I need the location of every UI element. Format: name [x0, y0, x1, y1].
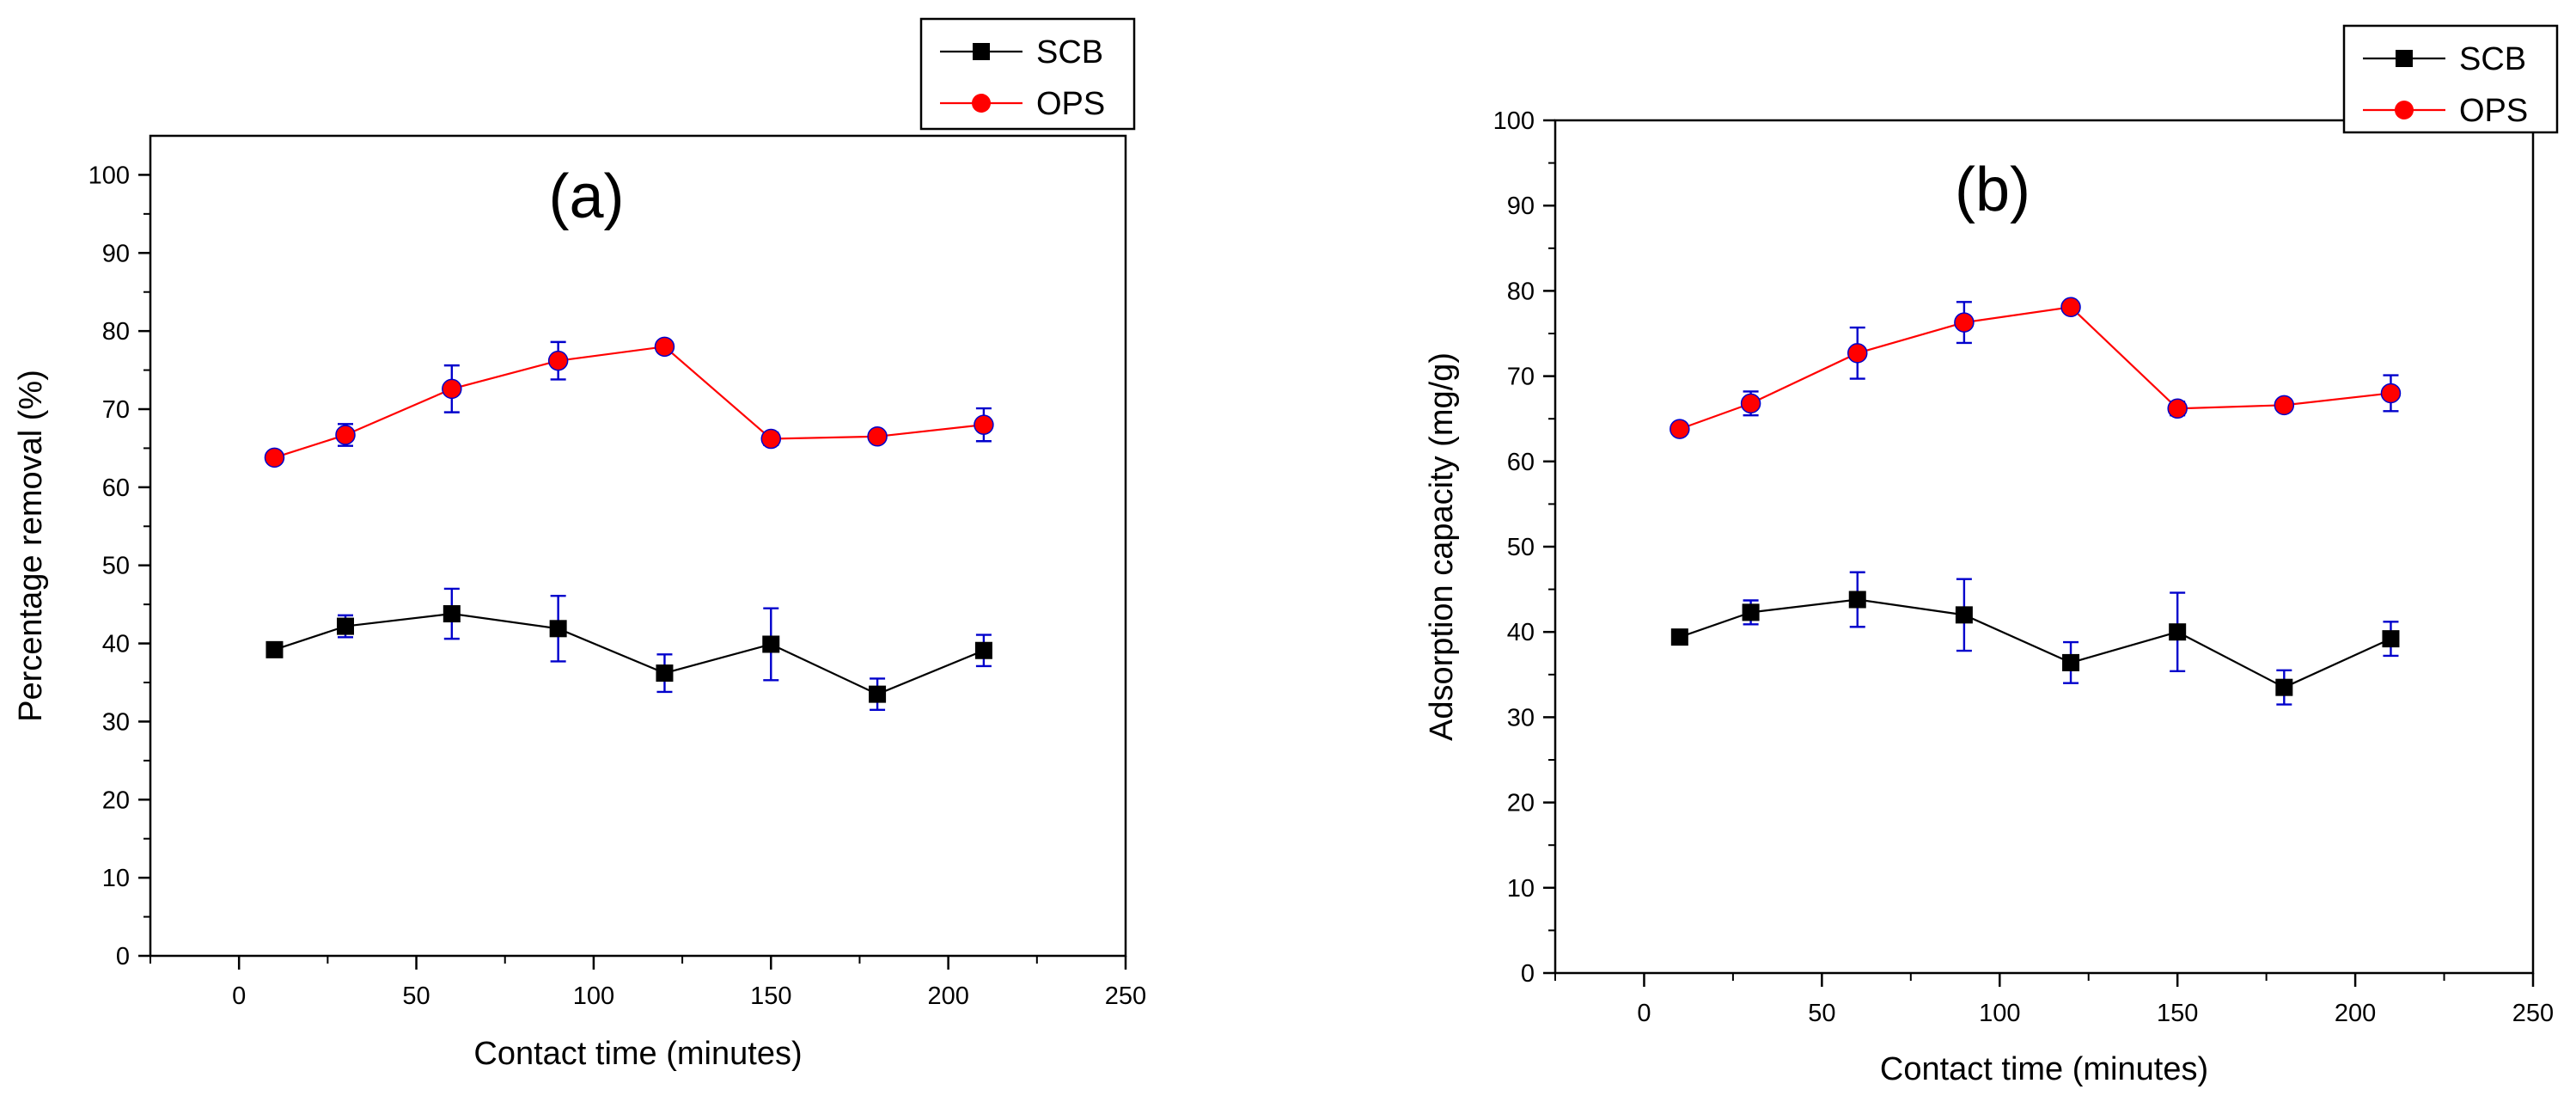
panel-a-y-tick-label: 100	[89, 162, 130, 189]
panel-b-plot-frame	[1554, 119, 2535, 975]
panel-b-series-scb	[1670, 571, 2400, 706]
panel-b-series-scb-point	[1848, 591, 1866, 609]
panel-b-x-tick-label: 100	[1979, 1000, 2020, 1027]
panel-a-plot-frame	[149, 134, 1127, 958]
panel-b-series-ops	[1670, 297, 2402, 439]
panel-b-y-tick-label: 60	[1507, 449, 1535, 476]
panel-a-series-scb-point	[337, 617, 354, 635]
panel-a-y-tick-label: 80	[102, 318, 130, 346]
panel-a-series-scb	[266, 587, 992, 711]
panel-b-y-tick-label: 0	[1521, 960, 1535, 988]
panel-b-x-tick-label: 150	[2157, 1000, 2198, 1027]
panel-a-y-tick-label: 60	[102, 474, 130, 502]
panel-b-legend: SCB OPS	[2342, 24, 2559, 134]
panel-a-series-scb-point	[869, 685, 887, 703]
panel-a-series-ops-point	[547, 350, 569, 371]
panel-b-series-scb-point	[2169, 623, 2187, 641]
panel-a-series-ops-line	[274, 346, 985, 459]
panel-b-series-scb-line	[1679, 598, 2391, 689]
panel-b-y-tick-label: 80	[1507, 278, 1535, 305]
panel-b-series-ops-point	[1670, 419, 1690, 439]
panel-a-legend-box	[919, 17, 1136, 131]
panel-b-series-ops-point	[1954, 312, 1975, 333]
panel-b-x-tick-label: 50	[1808, 1000, 1835, 1027]
panel-a-x-tick-label: 50	[402, 982, 430, 1010]
panel-a-series-ops-point	[974, 414, 994, 435]
panel-a-x-tick-label: 150	[750, 982, 791, 1010]
panel-a-series-ops-point	[442, 378, 462, 400]
panel-a-series-ops-point	[867, 426, 888, 447]
panel-a-series-scb-point	[266, 640, 284, 658]
panel-a-legend-ops-label: OPS	[1036, 86, 1105, 122]
panel-b-series-scb-point	[2382, 630, 2400, 648]
panel-b-y-tick-label: 50	[1507, 534, 1535, 561]
panel-b-x-tick-label: 0	[1637, 1000, 1651, 1027]
panel-b-series-ops-point	[2167, 398, 2188, 419]
panel-b-y-tick-label: 20	[1507, 790, 1535, 817]
panel-b-y-tick-label: 40	[1507, 619, 1535, 646]
panel-b-legend-ops-label: OPS	[2459, 93, 2528, 129]
panel-a-series-ops-point	[335, 425, 356, 445]
panel-b-legend-box	[2342, 24, 2559, 134]
panel-b-series-scb-point	[1670, 628, 1688, 646]
panel-a-series-ops-point	[654, 336, 675, 358]
panel-a-series-ops	[264, 336, 994, 468]
panel-b-series-scb-point	[2275, 678, 2293, 696]
panel-b-legend-scb-label: SCB	[2459, 41, 2526, 77]
panel-a-y-tick-label: 40	[102, 631, 130, 658]
panel-a-y-tick-label: 90	[102, 240, 130, 267]
panel-b: 0 10 20 30 40 50 60 70 80 90 100 0 50 100 150 200 250 Con…	[1424, 24, 2559, 1087]
panel-a-series-scb-point	[549, 620, 567, 638]
panel-b-series-ops-point	[2380, 383, 2402, 404]
panel-a-x-axis-label: Contact time (minutes)	[473, 1036, 802, 1072]
panel-a-series-scb-point	[443, 605, 461, 623]
panel-a-series-scb-point	[974, 641, 992, 659]
panel-b-series-ops-line	[1679, 306, 2391, 431]
panel-a-legend-scb-marker	[973, 43, 990, 60]
panel-a-series-scb-point	[762, 635, 780, 653]
panel-a-y-tick-label: 30	[102, 708, 130, 736]
panel-a-y-tick-label: 20	[102, 787, 130, 814]
panel-b-series-scb-point	[1742, 603, 1760, 621]
panel-a-y-tick-label: 0	[116, 943, 130, 970]
panel-a-legend-scb-label: SCB	[1036, 34, 1103, 70]
panel-a-y-tick-label: 70	[102, 396, 130, 424]
panel-a-series-ops-point	[760, 428, 782, 450]
panel-a-x-tick-label: 0	[232, 982, 246, 1010]
panel-b-y-tick-label: 30	[1507, 704, 1535, 731]
panel-b-y-tick-label: 10	[1507, 875, 1535, 903]
panel-b-panel-label: (b)	[1955, 156, 2030, 224]
panel-a-panel-label: (a)	[549, 162, 625, 231]
panel-a-y-axis-label: Percentage removal (%)	[13, 370, 49, 722]
panel-b-legend-scb-marker	[2396, 50, 2413, 67]
panel-a: 0 10 20 30 40 50 60 70 80 90 100 0 50 100 150 200 250 Con…	[13, 17, 1146, 1072]
panel-a-legend: SCB OPS	[919, 17, 1136, 131]
panel-b-x-tick-label: 250	[2512, 1000, 2554, 1027]
panel-a-x-tick-label: 200	[927, 982, 968, 1010]
panel-b-x-axis-label: Contact time (minutes)	[1880, 1051, 2208, 1087]
panel-b-y-tick-label: 90	[1507, 193, 1535, 220]
panel-b-series-ops-point	[1740, 393, 1761, 414]
panel-a-x-tick-label: 100	[573, 982, 614, 1010]
panel-a-series-scb-line	[274, 612, 985, 695]
panel-a-series-ops-point	[264, 447, 285, 468]
panel-a-y-tick-label: 10	[102, 865, 130, 892]
panel-a-legend-ops-marker	[972, 94, 991, 113]
panel-b-series-scb-point	[2062, 653, 2080, 671]
panel-b-y-tick-label: 100	[1493, 107, 1535, 135]
panel-b-legend-ops-marker	[2395, 101, 2414, 119]
panel-b-series-ops-point	[1847, 343, 1868, 364]
panel-b-x-tick-label: 200	[2335, 1000, 2376, 1027]
panel-b-y-axis-label: Adsorption capacity (mg/g)	[1424, 352, 1460, 741]
panel-a-series-scb-point	[656, 664, 674, 682]
panel-b-y-tick-label: 70	[1507, 364, 1535, 391]
panel-b-series-ops-point	[2060, 297, 2081, 317]
panel-b-series-scb-point	[1955, 606, 1973, 624]
panel-a-y-tick-label: 50	[102, 553, 130, 580]
panel-b-series-ops-point	[2274, 395, 2295, 416]
panel-a-x-tick-label: 250	[1105, 982, 1146, 1010]
